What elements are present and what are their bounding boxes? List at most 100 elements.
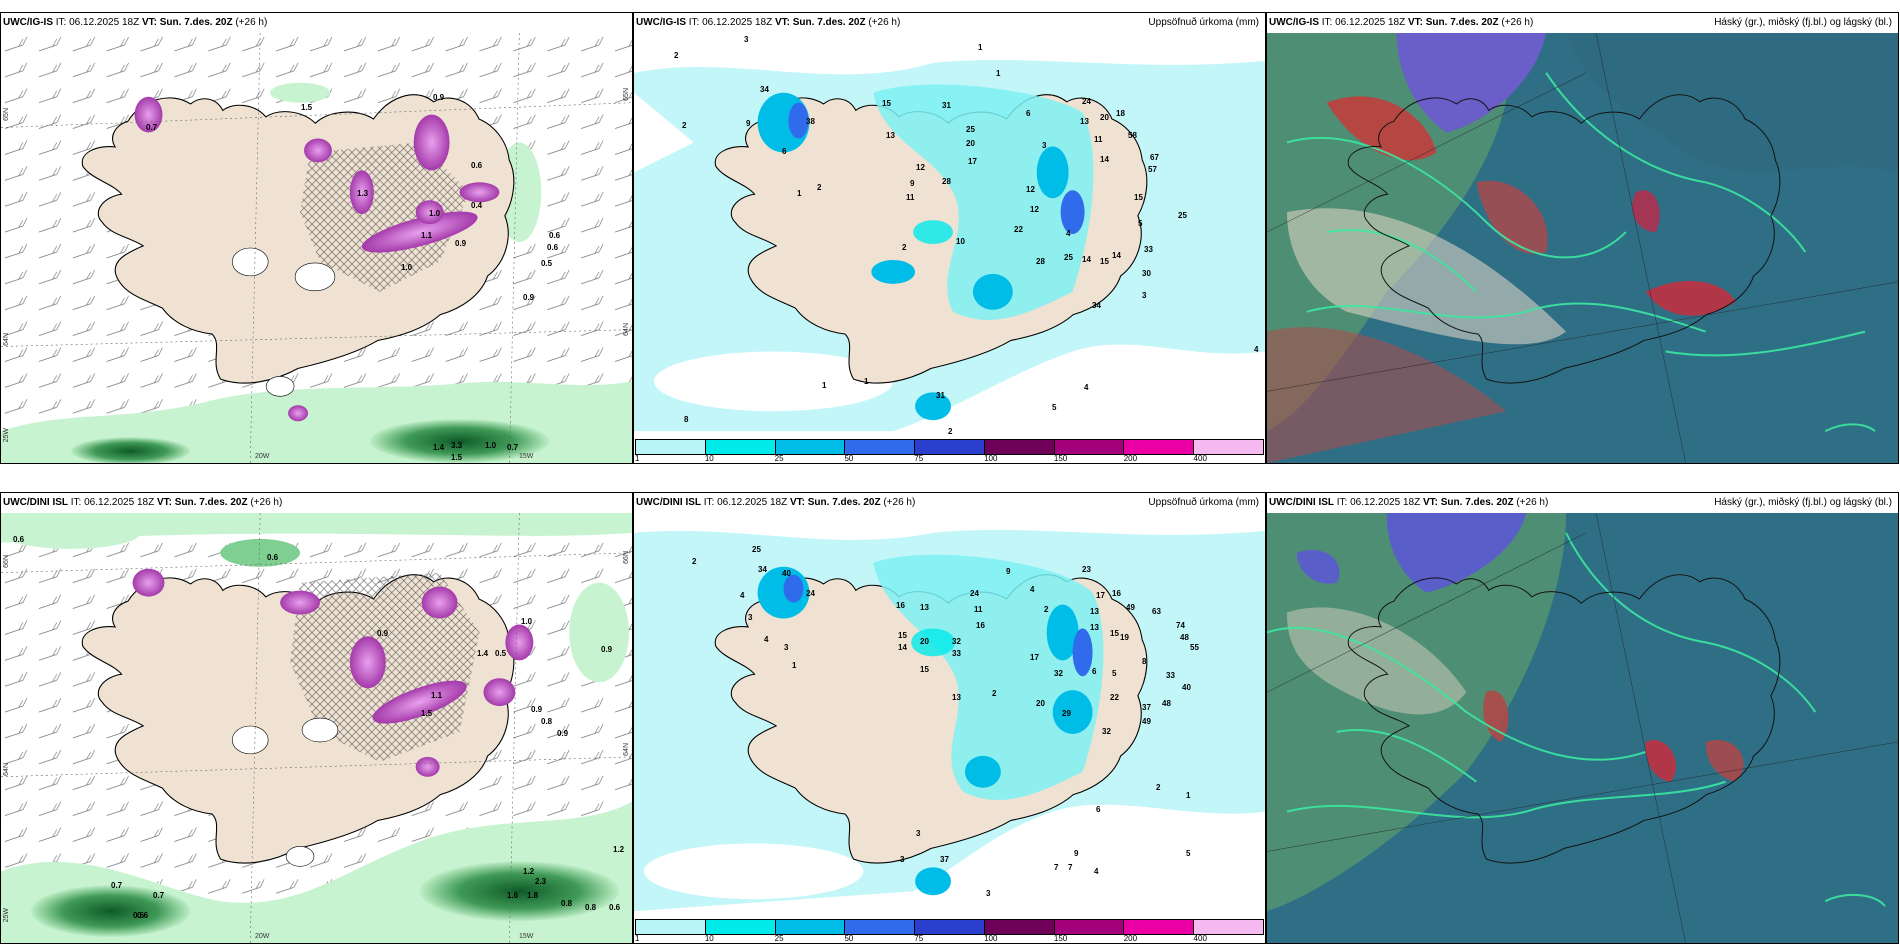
- legend-swatch: [915, 440, 985, 454]
- value-label: 0.9: [601, 645, 613, 654]
- value-label: 28: [1036, 257, 1045, 266]
- value-label: 20: [1100, 113, 1109, 122]
- value-label: 1.5: [421, 709, 433, 718]
- value-label: 12: [916, 163, 925, 172]
- value-label: 1.2: [613, 845, 625, 854]
- value-label: 6: [782, 147, 787, 156]
- value-label: 4: [1084, 383, 1089, 392]
- value-label: 4: [764, 635, 769, 644]
- value-label: 49: [1126, 603, 1135, 612]
- value-label: 31: [936, 391, 945, 400]
- value-label: 0.9: [523, 293, 535, 302]
- lon-label: 20W: [255, 453, 270, 460]
- value-label: 8: [684, 415, 689, 424]
- map-area[interactable]: [634, 513, 1265, 943]
- value-label: 0.9: [377, 629, 389, 638]
- value-label: 49: [1142, 717, 1151, 726]
- value-label: 11: [906, 193, 915, 202]
- panel-header: UWC/DINI ISL IT: 06.12.2025 18Z VT: Sun.…: [1, 493, 632, 513]
- value-label: 15: [882, 99, 891, 108]
- value-label: 1.2: [523, 867, 535, 876]
- value-label: 2: [1156, 783, 1161, 792]
- legend-swatch: [1194, 920, 1264, 934]
- legend-swatch: [984, 440, 1055, 454]
- value-label: 1.4: [433, 443, 445, 452]
- value-label: 1.1: [431, 691, 443, 700]
- legend-tick: 1: [635, 934, 640, 943]
- legend-swatch: [775, 440, 846, 454]
- value-label: 1.0: [485, 441, 497, 450]
- legend-tick: 400: [1193, 934, 1207, 943]
- value-label: 12: [1030, 205, 1039, 214]
- value-label: 8: [1142, 657, 1147, 666]
- value-label: 67: [1150, 153, 1159, 162]
- value-label: 13: [952, 693, 961, 702]
- legend-swatch: [705, 440, 776, 454]
- value-label: 34: [1092, 301, 1101, 310]
- value-label: 3: [1042, 141, 1047, 150]
- lon-label: 15W: [519, 453, 534, 460]
- panel-header: UWC/DINI ISL IT: 06.12.2025 18Z VT: Sun.…: [634, 493, 1265, 513]
- legend-swatch: [775, 920, 846, 934]
- value-label: 12: [1026, 185, 1035, 194]
- legend-tick: 10: [704, 934, 714, 943]
- map-area[interactable]: [1, 33, 632, 463]
- value-label: 0.6: [549, 231, 561, 240]
- value-label: 0.7: [111, 881, 123, 890]
- legend-swatch: [1124, 440, 1195, 454]
- value-label: 0.8: [561, 899, 573, 908]
- value-label: 4: [740, 591, 745, 600]
- value-label: 1.0: [429, 209, 441, 218]
- value-label: 1.6: [507, 891, 519, 900]
- lon-label: 25W: [3, 428, 10, 443]
- legend-tick: 50: [844, 454, 854, 463]
- value-label: 40: [1182, 683, 1191, 692]
- value-label: 0.6: [137, 911, 149, 920]
- value-label: 3: [900, 855, 905, 864]
- map-area[interactable]: [1267, 33, 1898, 463]
- value-label: 9: [910, 179, 915, 188]
- precip-legend: 1 10 25 50 75 100 150 200 400: [635, 917, 1264, 943]
- lon-label: 25W: [3, 908, 10, 923]
- value-label: 25: [966, 125, 975, 134]
- value-label: 0.8: [541, 717, 553, 726]
- value-label: 24: [970, 589, 979, 598]
- legend-bar: [635, 919, 1264, 935]
- value-label: 34: [760, 85, 769, 94]
- value-label: 48: [1162, 699, 1171, 708]
- lat-label: 65N: [623, 88, 630, 101]
- value-label: 63: [1152, 607, 1161, 616]
- value-label: 13: [886, 131, 895, 140]
- value-label: 1: [1186, 791, 1191, 800]
- value-label: 0.5: [495, 649, 507, 658]
- map-area[interactable]: [634, 33, 1265, 463]
- value-label: 7: [1054, 863, 1059, 872]
- legend-bar: [635, 439, 1264, 455]
- map-area[interactable]: [1, 513, 632, 943]
- value-label: 13: [1080, 117, 1089, 126]
- legend-swatch: [636, 440, 706, 454]
- value-label: 23: [1082, 565, 1091, 574]
- value-label: 5: [1186, 849, 1191, 858]
- value-label: 15: [1134, 193, 1143, 202]
- value-label: 1.0: [401, 263, 413, 272]
- map-area[interactable]: [1267, 513, 1898, 943]
- lat-label: 64N: [3, 333, 10, 346]
- value-label: 3: [1142, 291, 1147, 300]
- map-canvas: [1267, 33, 1898, 463]
- value-label: 1: [864, 377, 869, 386]
- value-label: 14: [898, 643, 907, 652]
- legend-tick: 200: [1123, 454, 1138, 463]
- value-label: 1.5: [301, 103, 313, 112]
- value-label: 38: [806, 117, 815, 126]
- value-label: 30: [1142, 269, 1151, 278]
- panel-header: UWC/IG-IS IT: 06.12.2025 18Z VT: Sun. 7.…: [634, 13, 1265, 33]
- value-label: 10: [956, 237, 965, 246]
- legend-tick: 200: [1123, 934, 1138, 943]
- value-label: 0.4: [471, 201, 483, 210]
- panel-ig-is-precip-type: UWC/IG-IS IT: 06.12.2025 18Z VT: Sun. 7.…: [0, 12, 633, 464]
- value-label: 33: [1144, 245, 1153, 254]
- value-label: 22: [1014, 225, 1023, 234]
- value-label: 13: [1090, 623, 1099, 632]
- value-label: 14: [1082, 255, 1091, 264]
